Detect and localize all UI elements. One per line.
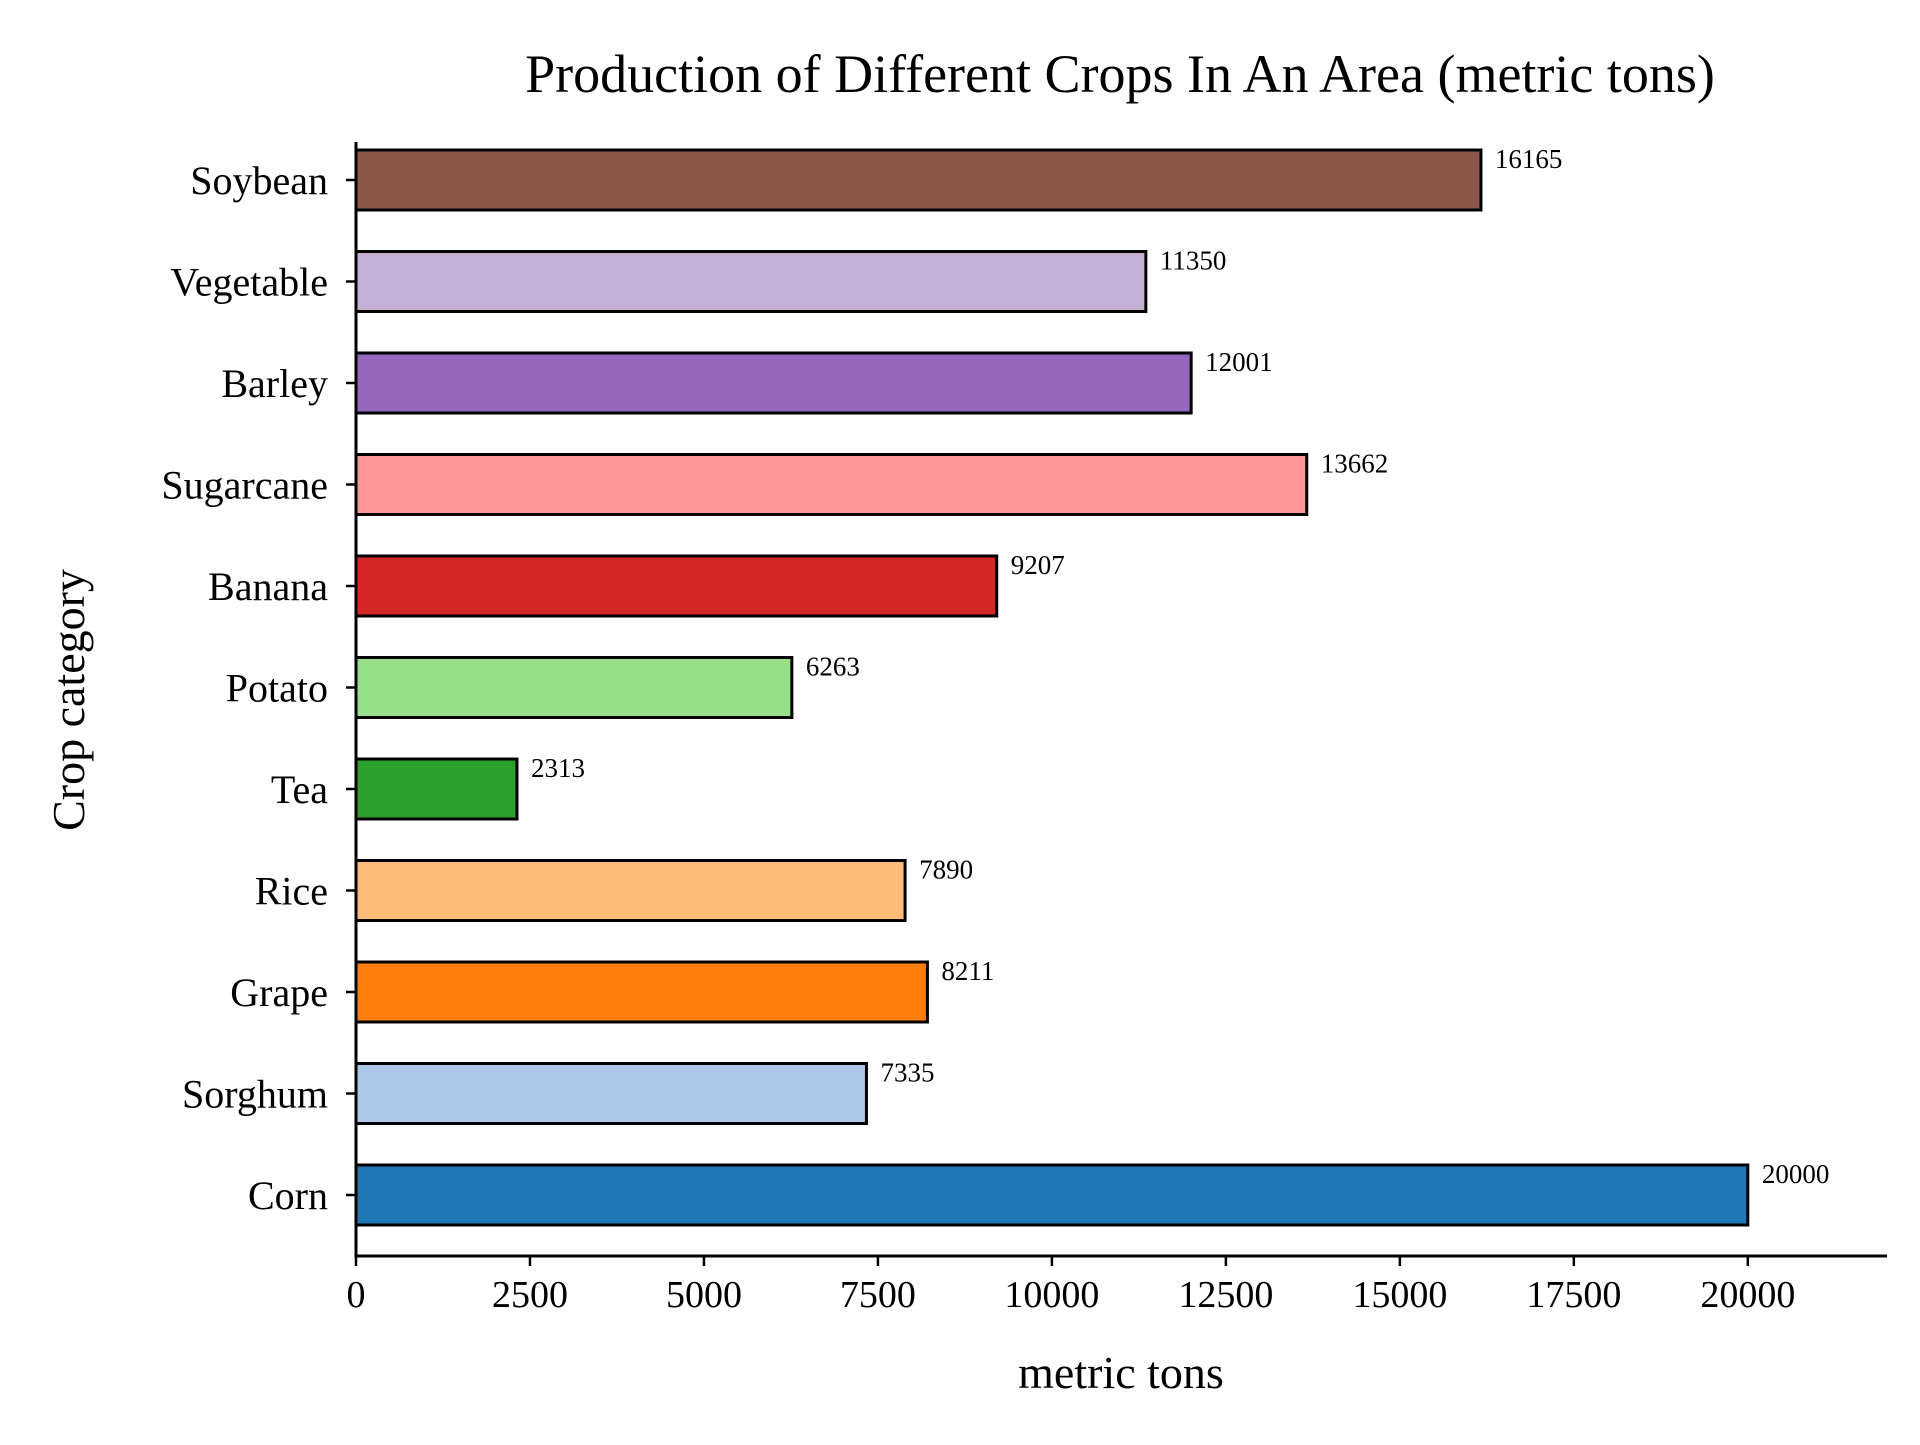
value-label-soybean: 16165 [1495,144,1563,174]
x-ticks-layer: 0 2500 5000 7500 10000 12500 15000 17500 20000 [347,1256,1795,1316]
y-tick-label-tea: Tea [271,767,328,812]
bar-corn [354,1163,1750,1227]
y-tick-label-potato: Potato [226,666,328,711]
value-label-banana: 9207 [1011,550,1065,580]
chart-title: Production of Different Crops In An Area… [525,44,1715,104]
x-tick-label-10000: 10000 [1004,1274,1099,1316]
y-tick-label-vegetable: Vegetable [170,260,328,305]
x-tick-label-12500: 12500 [1178,1274,1273,1316]
y-tick-label-corn: Corn [248,1173,328,1218]
x-tick-label-0: 0 [347,1274,366,1316]
value-label-tea: 2313 [531,753,585,783]
x-tick-label-7500: 7500 [840,1274,916,1316]
y-tick-label-grape: Grape [230,970,328,1015]
y-tick-label-barley: Barley [221,361,328,406]
y-tick-label-sorghum: Sorghum [182,1072,328,1117]
bar-vegetable [354,250,1148,313]
y-tick-label-rice: Rice [255,869,328,914]
y-axis-label: Crop category [43,569,94,831]
value-label-corn: 20000 [1762,1159,1830,1189]
y-tick-label-banana: Banana [208,564,328,609]
bar-barley [354,351,1193,415]
bar-grape [354,960,929,1024]
bar-potato [354,656,794,719]
bar-soybean [354,148,1483,212]
bar-sorghum [354,1062,868,1125]
x-tick-label-5000: 5000 [666,1274,742,1316]
x-tick-label-15000: 15000 [1352,1274,1447,1316]
x-tick-label-17500: 17500 [1526,1274,1621,1316]
x-tick-label-2500: 2500 [492,1274,568,1316]
value-label-sugarcane: 13662 [1321,449,1389,479]
value-label-grape: 8211 [941,956,994,986]
y-tick-label-sugarcane: Sugarcane [161,463,328,508]
value-label-rice: 7890 [919,855,973,885]
y-tick-label-soybean: Soybean [190,158,328,203]
value-label-vegetable: 11350 [1160,246,1227,276]
value-labels-layer: 20000 7335 8211 7890 2313 6263 9207 13662 12001 1… [531,144,1829,1189]
x-axis-label: metric tons [1018,1347,1224,1398]
bar-banana [354,554,999,618]
value-label-potato: 6263 [806,652,860,682]
bar-sugarcane [354,453,1309,516]
bar-tea [354,757,519,821]
value-label-sorghum: 7335 [880,1058,934,1088]
y-ticks-layer: Corn Sorghum Grape Rice Tea Potato Banana Sugar… [161,158,356,1218]
bar-rice [354,859,907,922]
bars-layer [354,148,1750,1227]
x-tick-label-20000: 20000 [1700,1274,1795,1316]
value-label-barley: 12001 [1205,347,1273,377]
